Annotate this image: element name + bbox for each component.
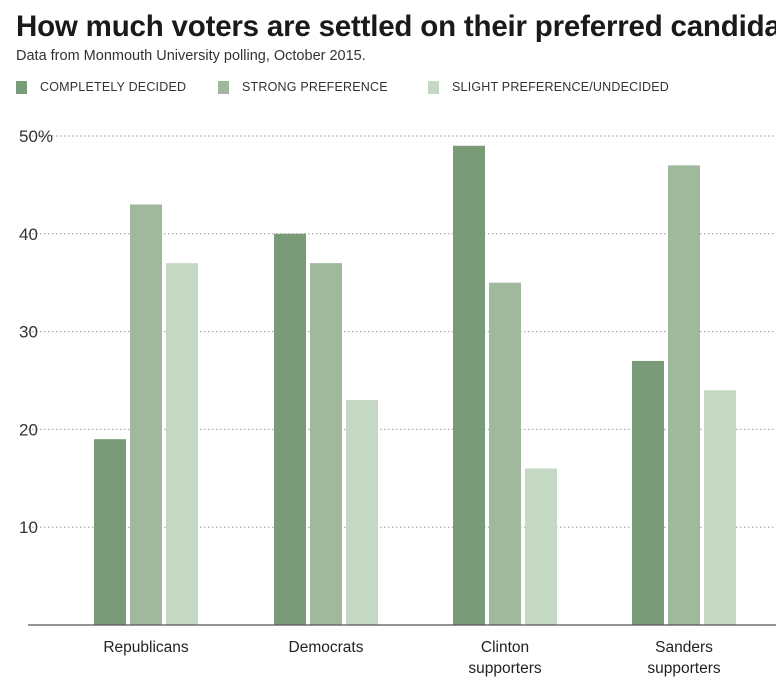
legend-swatch-slight-preference: [428, 80, 439, 94]
chart-title: How much voters are settled on their pre…: [16, 10, 776, 43]
legend-swatch-completely-decided: [16, 80, 27, 94]
chart-subtitle: Data from Monmouth University polling, O…: [16, 48, 366, 64]
bar-completely-decided-0: [94, 439, 126, 625]
y-tick-label-10: 10: [19, 518, 38, 537]
bar-slight-preference-undecided-2: [525, 468, 557, 625]
x-category-label-0-0: Republicans: [103, 639, 189, 656]
legend-item-completely-decided: COMPLETELY DECIDED: [16, 80, 186, 94]
y-tick-label-50: 50%: [19, 127, 53, 146]
y-tick-label-30: 30: [19, 323, 38, 342]
x-category-label-1-0: Democrats: [289, 639, 364, 656]
y-tick-label-20: 20: [19, 420, 38, 439]
legend-item-slight-preference: SLIGHT PREFERENCE/UNDECIDED: [428, 80, 669, 94]
x-category-label-2-1: supporters: [468, 660, 541, 677]
bar-strong-preference-1: [310, 263, 342, 625]
bar-slight-preference-undecided-1: [346, 400, 378, 625]
legend-swatch-strong-preference: [218, 80, 229, 94]
x-category-label-2-0: Clinton: [481, 639, 529, 656]
bar-strong-preference-0: [130, 204, 162, 625]
bar-completely-decided-2: [453, 145, 485, 625]
bar-slight-preference-undecided-0: [166, 263, 198, 625]
y-tick-label-40: 40: [19, 225, 38, 244]
legend-label-slight-preference: SLIGHT PREFERENCE/UNDECIDED: [452, 80, 670, 94]
legend-label-completely-decided: COMPLETELY DECIDED: [40, 80, 187, 94]
bar-completely-decided-1: [274, 233, 306, 626]
bar-slight-preference-undecided-3: [704, 390, 736, 625]
bar-strong-preference-3: [668, 165, 700, 625]
x-category-label-3-0: Sanders: [655, 639, 713, 656]
bar-strong-preference-2: [489, 282, 521, 625]
bar-completely-decided-3: [632, 360, 664, 625]
legend-item-strong-preference: STRONG PREFERENCE: [218, 80, 388, 94]
legend-label-strong-preference: STRONG PREFERENCE: [242, 80, 388, 94]
x-category-label-3-1: supporters: [647, 660, 720, 677]
